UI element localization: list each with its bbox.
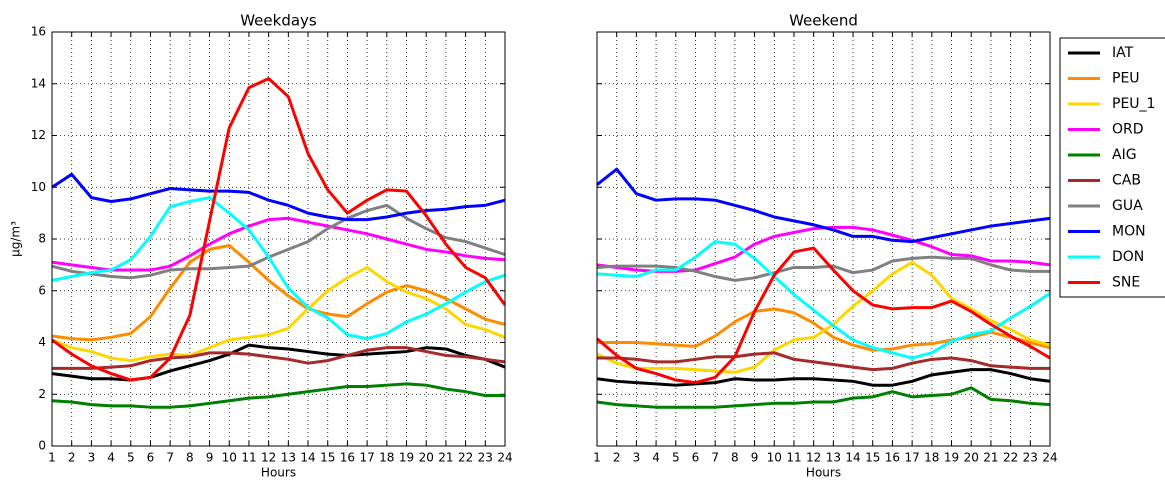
x-tick-label: 5 [127,451,135,465]
x-tick-label: 13 [281,451,296,465]
x-tick-label: 2 [613,451,621,465]
x-tick-label: 20 [419,451,434,465]
legend-label: SNE [1112,275,1140,291]
x-tick-label: 16 [340,451,355,465]
plot-area [52,32,505,446]
x-tick-label: 17 [359,451,374,465]
plot-frame [596,31,1051,447]
x-tick-label: 12 [261,451,276,465]
legend-box [1059,37,1165,298]
x-tick-label: 7 [711,451,719,465]
x-tick-label: 3 [88,451,96,465]
series-line [597,260,1050,374]
y-tick-label: 10 [31,180,46,194]
x-tick-label: 23 [478,451,493,465]
series-line [597,368,1050,387]
y-tick-label: 4 [38,335,46,349]
x-tick-label: 11 [786,451,801,465]
legend-label: GUA [1112,198,1143,214]
y-tick-label: 2 [38,387,46,401]
x-tick-label: 12 [806,451,821,465]
x-tick-label: 16 [885,451,900,465]
x-tick-label: 9 [206,451,214,465]
x-tick-label: 6 [147,451,155,465]
y-axis-label: µg/m³ [9,221,23,257]
x-tick-label: 18 [924,451,939,465]
x-tick-label: 7 [166,451,174,465]
x-tick-label: 24 [497,451,512,465]
x-tick-label: 11 [241,451,256,465]
x-tick-label: 5 [672,451,680,465]
x-tick-label: 1 [593,451,601,465]
x-tick-label: 17 [904,451,919,465]
x-tick-label: 15 [320,451,335,465]
x-tick-label: 3 [633,451,641,465]
chart-title: Weekend [789,12,858,30]
x-tick-label: 9 [751,451,759,465]
y-tick-label: 12 [31,128,46,142]
series-line [52,265,505,363]
x-tick-label: 22 [1003,451,1018,465]
series-line [52,172,505,222]
x-tick-label: 18 [379,451,394,465]
series-line [52,382,505,409]
legend-label: DON [1112,249,1144,265]
legend-label: MON [1112,224,1146,240]
series-line [52,346,505,370]
x-tick-label: 1 [48,451,56,465]
x-tick-label: 4 [652,451,660,465]
plot-area [597,32,1050,446]
x-tick-label: 2 [68,451,76,465]
x-tick-label: 22 [458,451,473,465]
legend-label: PEU_1 [1112,96,1155,112]
x-tick-label: 15 [865,451,880,465]
x-tick-label: 8 [186,451,194,465]
y-tick-label: 0 [38,439,46,453]
series-line [52,203,505,280]
series-line [597,246,1050,385]
series-line [597,240,1050,360]
series-line [52,77,505,382]
y-tick-label: 8 [38,232,46,246]
legend-label: IAT [1112,45,1134,61]
x-tick-label: 21 [438,451,453,465]
legend-label: CAB [1112,173,1141,189]
x-tick-label: 4 [107,451,115,465]
x-tick-label: 19 [399,451,414,465]
x-tick-label: 14 [300,451,315,465]
x-tick-label: 14 [845,451,860,465]
x-axis-label: Hours [806,466,841,480]
x-tick-label: 23 [1023,451,1038,465]
legend-label: AIG [1112,147,1137,163]
series-line [597,386,1050,409]
x-tick-label: 24 [1042,451,1057,465]
plot-frame [51,31,506,447]
y-tick-label: 16 [31,25,46,39]
x-tick-label: 13 [826,451,841,465]
x-tick-label: 20 [964,451,979,465]
series-line [597,255,1050,282]
series-line [52,243,505,342]
series-line [52,196,505,341]
x-tick-label: 19 [944,451,959,465]
chart-title: Weekdays [240,12,317,30]
series-line [597,351,1050,372]
legend-label: ORD [1112,122,1144,138]
x-tick-label: 10 [767,451,782,465]
legend-label: PEU [1112,71,1140,87]
x-tick-label: 6 [692,451,700,465]
x-tick-label: 21 [983,451,998,465]
y-tick-label: 6 [38,283,46,297]
y-tick-label: 14 [31,76,46,90]
series-line [597,167,1050,244]
x-tick-label: 8 [731,451,739,465]
x-axis-label: Hours [261,466,296,480]
x-tick-label: 10 [222,451,237,465]
series-line [52,216,505,272]
